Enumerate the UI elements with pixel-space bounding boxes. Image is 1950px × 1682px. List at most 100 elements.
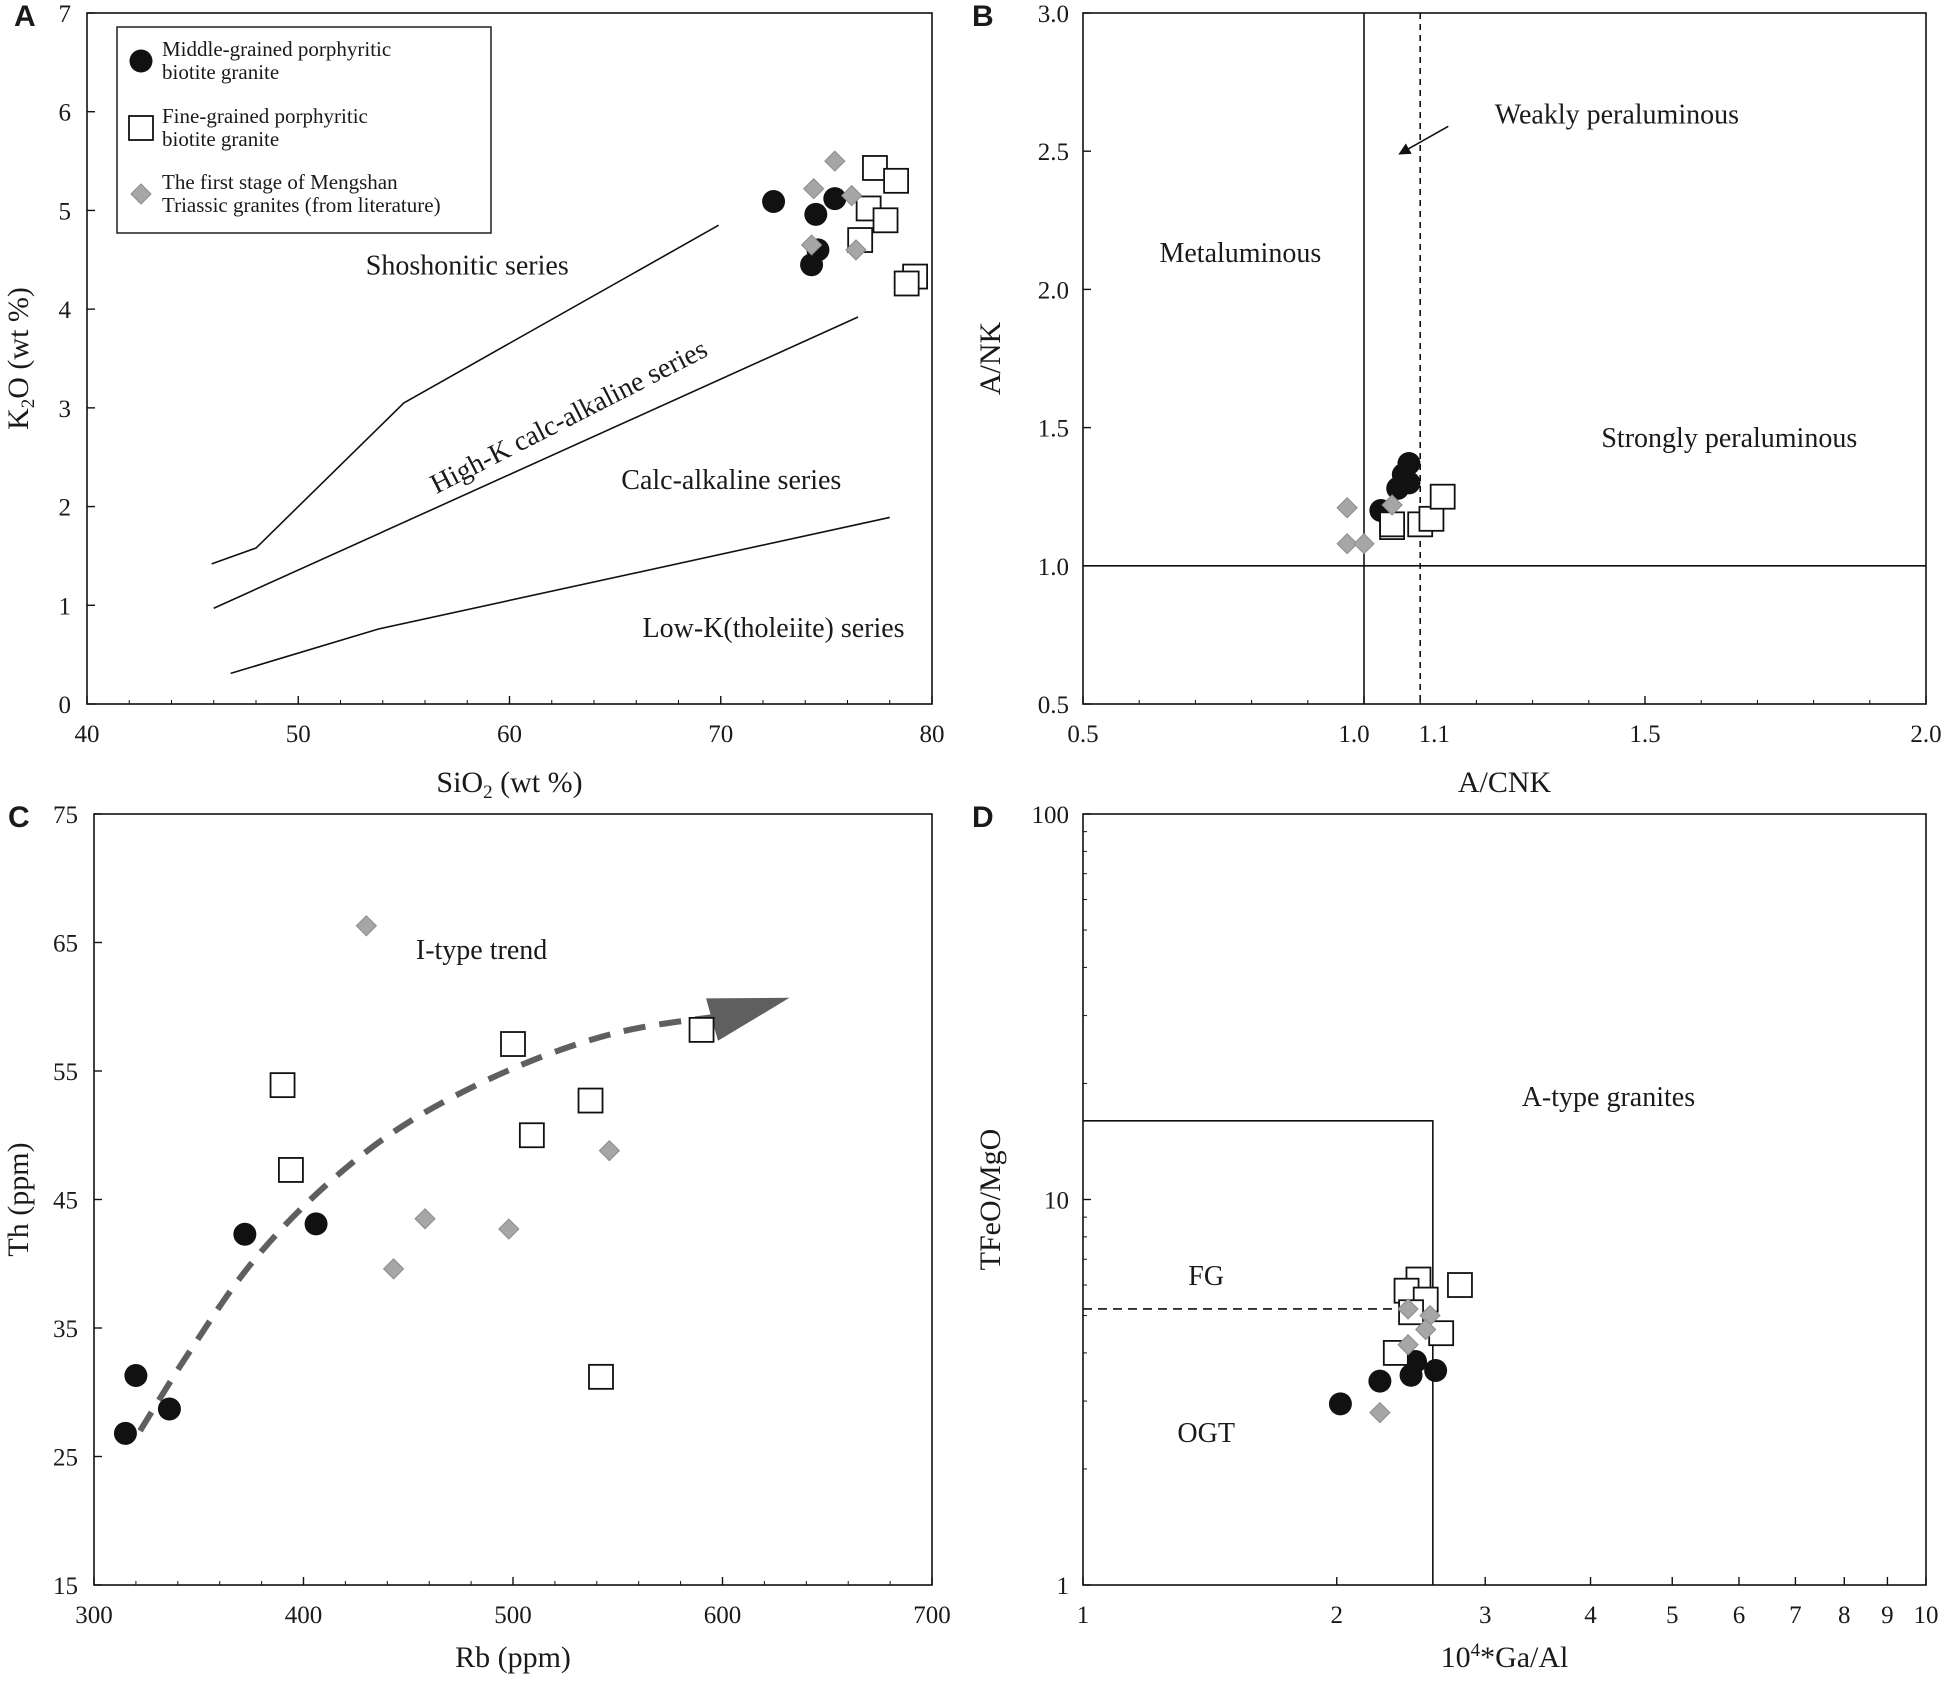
x-tick-label: 70: [708, 721, 733, 748]
series-boundary-line: [211, 224, 720, 565]
legend-label: Middle-grained porphyritic: [162, 37, 391, 61]
y-tick-label: 35: [53, 1316, 78, 1343]
data-point: [1397, 1298, 1419, 1320]
trend-curve: [137, 1012, 723, 1433]
plot-frame: [93, 813, 933, 1586]
x-tick-label: 5: [1666, 1602, 1679, 1629]
data-point: [893, 270, 920, 297]
y-tick-label: 65: [53, 931, 78, 958]
y-tick-label: 0: [59, 692, 72, 719]
data-point: [1353, 532, 1375, 555]
y-tick-label: 2.5: [1038, 139, 1069, 166]
x-tick-label: 9: [1881, 1602, 1894, 1629]
panel-label: D: [972, 801, 994, 834]
y-tick-label: 2: [59, 495, 72, 522]
x-tick-label: 1.0: [1338, 721, 1369, 748]
y-axis-label-group: K2O (wt %): [2, 287, 39, 430]
y-axis-label: TFeO/MgO: [974, 1129, 1007, 1271]
data-point: [1415, 1318, 1437, 1341]
data-point: [1404, 1349, 1428, 1373]
region-label: Weakly peraluminous: [1495, 100, 1739, 131]
region-label: OGT: [1177, 1418, 1235, 1449]
x-axis-label: SiO2 (wt %): [436, 766, 582, 803]
data-point: [1336, 497, 1358, 519]
y-tick-label: 25: [53, 1445, 78, 1472]
x-tick-label: 1.5: [1629, 721, 1660, 748]
y-tick-label: 100: [1032, 802, 1070, 829]
data-point: [382, 1258, 405, 1280]
data-point: [278, 1157, 304, 1183]
region-label: Shoshonitic series: [366, 251, 569, 282]
x-tick-label: 40: [75, 721, 100, 748]
data-point: [800, 234, 823, 256]
legend-marker: [128, 115, 154, 141]
panel-d: D 1 2 3 4 5 6 7 8 9 10 1 10 100 104*Ga/Al TFeO/MgO A-typ…: [972, 801, 1939, 1674]
x-tick-label: 6: [1733, 1602, 1746, 1629]
y-tick-label: 5: [59, 198, 72, 225]
data-point: [355, 915, 378, 937]
data-point: [1418, 505, 1445, 532]
y-tick-label: 1: [1057, 1573, 1070, 1600]
legend-label: biotite granite: [162, 127, 279, 151]
y-tick-label: 1.0: [1038, 554, 1069, 581]
x-tick-label: 4: [1584, 1602, 1597, 1629]
y-tick-label: 6: [59, 100, 72, 127]
x-tick-label: 2.0: [1910, 721, 1941, 748]
region-label: A-type granites: [1522, 1082, 1695, 1113]
data-point: [800, 253, 824, 277]
data-point: [1369, 1401, 1391, 1424]
x-tick-label: 1: [1077, 1602, 1090, 1629]
region-label: Low-K(tholeiite) series: [643, 613, 905, 644]
x-tick-label: 500: [494, 1602, 532, 1629]
data-point: [124, 1364, 148, 1388]
y-tick-label: 55: [53, 1059, 78, 1086]
y-tick-label: 10: [1044, 1188, 1069, 1215]
y-tick-label: 1.5: [1038, 416, 1069, 443]
x-tick-label: 400: [285, 1602, 323, 1629]
x-tick-label: 7: [1789, 1602, 1802, 1629]
y-tick-label: 3: [59, 396, 72, 423]
x-axis-label: A/CNK: [1458, 766, 1552, 799]
y-tick-label: 75: [53, 802, 78, 829]
data-point: [802, 178, 825, 200]
data-point: [1328, 1392, 1352, 1416]
y-tick-label: 0.5: [1038, 692, 1069, 719]
data-point: [233, 1222, 257, 1246]
data-point: [862, 155, 888, 181]
y-tick-label: 7: [59, 1, 72, 28]
x-tick-label: 0.5: [1067, 721, 1098, 748]
data-point: [823, 187, 847, 211]
data-point: [598, 1139, 621, 1162]
data-point: [1429, 483, 1456, 510]
x-tick-label: 1.1: [1419, 721, 1450, 748]
data-point: [883, 167, 909, 194]
data-point: [872, 207, 899, 234]
data-point: [1424, 1359, 1448, 1383]
panel-label: A: [14, 0, 36, 33]
data-point: [1379, 511, 1405, 538]
region-label: Strongly peraluminous: [1601, 423, 1857, 454]
data-point: [577, 1087, 604, 1114]
x-axis-label: 104*Ga/Al: [1441, 1640, 1569, 1674]
y-axis-label: K2O (wt %): [2, 287, 39, 430]
region-label: Metaluminous: [1159, 238, 1321, 269]
data-point: [518, 1122, 545, 1149]
x-tick-label: 80: [920, 721, 945, 748]
data-point: [1368, 1369, 1392, 1393]
data-point: [1428, 1320, 1455, 1347]
x-tick-label: 10: [1914, 1602, 1939, 1629]
data-point: [588, 1363, 614, 1390]
y-tick-label: 1: [59, 593, 72, 620]
region-label: Calc-alkaline series: [621, 465, 841, 496]
y-tick-label: 4: [59, 297, 72, 324]
data-point: [1381, 494, 1403, 516]
y-tick-label: 3.0: [1038, 1, 1069, 28]
x-tick-label: 700: [913, 1602, 951, 1629]
panel-b: B 0.5 1.0 1.1 1.5 2.0 0.5 1.0 1.5 2.0 2.5 3.0 A/CNK A…: [972, 0, 1942, 799]
x-tick-label: 3: [1479, 1602, 1492, 1629]
trend-label: I-type trend: [416, 935, 547, 966]
data-point: [1397, 471, 1421, 495]
annotation-arrow: [1398, 125, 1449, 155]
x-tick-label: 50: [286, 721, 311, 748]
